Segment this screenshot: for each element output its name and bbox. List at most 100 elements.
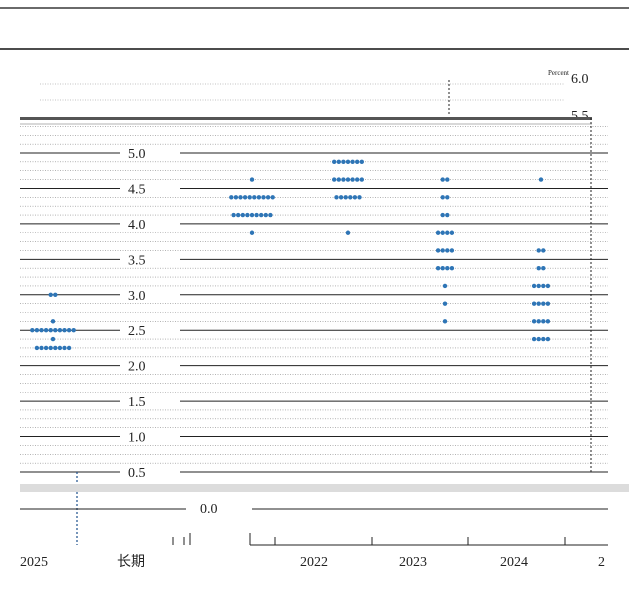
projection-dot (256, 195, 262, 200)
projection-dot (440, 265, 445, 271)
y-tick-label: 3.0 (128, 289, 146, 304)
projection-dot (536, 301, 541, 306)
projection-dot (445, 177, 450, 182)
projection-dot (332, 177, 337, 182)
projection-dot (445, 195, 450, 200)
projection-dot (231, 212, 236, 218)
projection-dot (50, 336, 56, 342)
y-tick-label: 2.5 (128, 324, 146, 339)
projection-dot (449, 248, 455, 253)
projection-dot (336, 159, 341, 165)
projection-dot (270, 195, 275, 200)
y-tick-label: 2.0 (128, 360, 146, 375)
projection-dot (66, 345, 72, 351)
projection-dot (343, 195, 348, 200)
projection-dot (545, 283, 551, 289)
projection-dot (445, 265, 450, 271)
x-label-2023: 2023 (399, 555, 427, 570)
projection-dot (440, 195, 445, 200)
projection-dot (445, 248, 450, 253)
projection-dot (48, 292, 53, 297)
projection-dot (445, 212, 450, 218)
projection-dot (545, 319, 551, 324)
projection-dot (449, 230, 455, 235)
overlap-band-top (20, 117, 592, 120)
projection-dot (39, 345, 44, 351)
projection-dot (50, 319, 56, 324)
y-tick-label-5-5: 5.5 (571, 109, 589, 124)
projection-dot (350, 177, 355, 182)
projection-dot (541, 265, 546, 271)
projection-dot (247, 195, 252, 200)
projection-dot (440, 230, 445, 235)
projection-dot (541, 301, 546, 306)
projection-dot (359, 159, 364, 165)
projection-dot (440, 177, 445, 182)
projection-dot (66, 328, 72, 333)
projection-dot (352, 195, 358, 200)
projection-dot (442, 301, 448, 306)
y-tick-label: 4.5 (128, 182, 146, 197)
projection-dot (440, 212, 445, 218)
projection-dot (53, 292, 58, 297)
projection-dot (338, 195, 344, 200)
projection-dot (233, 195, 239, 200)
projection-dot (355, 159, 360, 165)
projection-dot (62, 328, 67, 333)
y-tick-label: 4.0 (128, 218, 146, 233)
projection-dot (268, 212, 273, 218)
projection-dot (440, 248, 445, 253)
x-label-2025: 2025 (20, 555, 48, 570)
projection-dot (236, 212, 241, 218)
projection-dot (238, 195, 243, 200)
projection-dot (334, 195, 339, 200)
y-tick-label: 3.5 (128, 253, 146, 268)
projection-dot (43, 345, 49, 351)
projection-dot (445, 230, 450, 235)
projection-dot (348, 195, 353, 200)
x-label-2-partial: 2 (598, 555, 605, 570)
projection-dot (48, 345, 53, 351)
projection-dot (53, 345, 58, 351)
projection-dot (71, 328, 76, 333)
projection-dot (541, 319, 546, 324)
y-tick-label: 1.0 (128, 431, 146, 446)
projection-dot (43, 328, 49, 333)
projection-dot (541, 283, 546, 289)
projection-dot (345, 159, 351, 165)
y-tick-label: 5.0 (128, 147, 146, 162)
projection-dot (531, 336, 537, 342)
projection-dot (357, 195, 362, 200)
projection-dot (536, 283, 541, 289)
projection-dot (48, 328, 53, 333)
x-label-2022: 2022 (300, 555, 328, 570)
projection-dot (254, 212, 259, 218)
x-label-long-run: 长期 (117, 554, 145, 570)
projection-dot (229, 195, 234, 200)
projection-dot (265, 195, 271, 200)
x-label-2024: 2024 (500, 555, 528, 570)
projection-dot (336, 177, 341, 182)
projection-dot (545, 336, 551, 342)
y-tick-label: 1.5 (128, 395, 146, 410)
y-tick-label-0-0: 0.0 (200, 502, 218, 517)
projection-dot (449, 265, 455, 271)
projection-dot (545, 301, 551, 306)
projection-dot (345, 177, 351, 182)
projection-dot (34, 345, 40, 351)
projection-dot (541, 248, 546, 253)
projection-dot (541, 336, 546, 342)
projection-dot (341, 159, 346, 165)
projection-dot (531, 301, 537, 306)
projection-dot (435, 230, 441, 235)
projection-dot (442, 283, 448, 289)
projection-dot (536, 336, 541, 342)
projection-dot (355, 177, 360, 182)
projection-dot (341, 177, 346, 182)
projection-dot (435, 265, 441, 271)
projection-dot (350, 159, 355, 165)
projection-dot (57, 328, 63, 333)
projection-dot (53, 328, 58, 333)
projection-dot (332, 159, 337, 165)
